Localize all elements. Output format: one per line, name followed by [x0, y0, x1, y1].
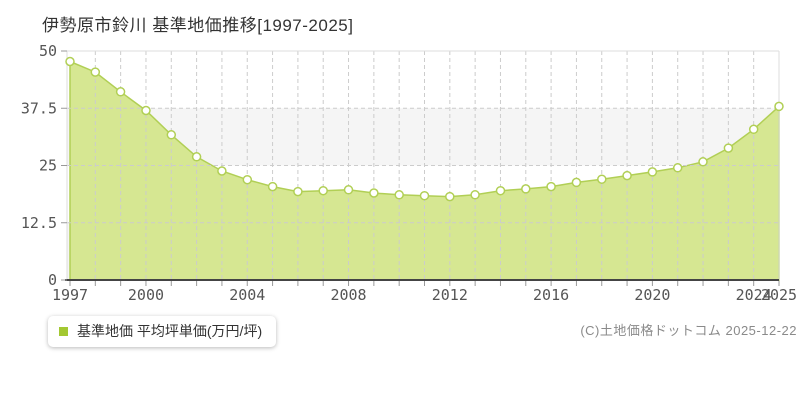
- y-tick-label: 0: [48, 271, 57, 289]
- data-point-2019[interactable]: [622, 170, 632, 181]
- data-point-2001[interactable]: [166, 130, 177, 140]
- y-tick-label: 25: [39, 157, 57, 175]
- data-point-2017[interactable]: [571, 177, 582, 188]
- x-tick-label: 2020: [634, 286, 670, 304]
- area-fill: [69, 60, 780, 281]
- data-point-2011[interactable]: [419, 190, 430, 201]
- data-point-2014[interactable]: [495, 185, 506, 196]
- data-point-2020[interactable]: [647, 167, 658, 177]
- data-point-2021[interactable]: [672, 163, 683, 173]
- x-tick-label: 2000: [128, 286, 164, 304]
- data-point-2012[interactable]: [445, 191, 455, 202]
- data-point-1998[interactable]: [90, 67, 101, 77]
- x-tick-label: 2008: [330, 286, 366, 304]
- y-axis: 0 12.5 25 37.5 50: [21, 42, 67, 289]
- data-point-2008[interactable]: [343, 185, 354, 195]
- chart-legend: 基準地価 平均坪単価(万円/坪): [48, 316, 277, 347]
- data-point-2022[interactable]: [698, 157, 708, 167]
- legend-label: 基準地価 平均坪単価(万円/坪): [77, 323, 263, 339]
- data-point-2009[interactable]: [369, 188, 379, 198]
- data-point-2003[interactable]: [217, 166, 227, 176]
- data-point-2005[interactable]: [267, 181, 278, 192]
- data-point-2025[interactable]: [774, 101, 784, 112]
- data-point-1999[interactable]: [115, 87, 126, 97]
- data-point-2010[interactable]: [394, 190, 404, 200]
- data-point-2007[interactable]: [318, 185, 328, 196]
- x-tick-label: 2024: [736, 286, 772, 304]
- data-point-2018[interactable]: [597, 174, 607, 184]
- data-point-1997[interactable]: [65, 56, 75, 67]
- page-title: 伊勢原市鈴川 基準地価推移[1997-2025]: [42, 16, 354, 35]
- data-point-2013[interactable]: [470, 190, 480, 200]
- data-points: [65, 56, 784, 202]
- x-tick-label: 1997: [52, 286, 88, 304]
- y-tick-label: 12.5: [21, 214, 57, 232]
- data-point-2000[interactable]: [141, 105, 151, 116]
- data-point-2024[interactable]: [748, 124, 759, 135]
- data-point-2006[interactable]: [293, 186, 303, 197]
- x-tick-label: 2004: [229, 286, 265, 304]
- data-point-2002[interactable]: [191, 152, 202, 162]
- data-point-2016[interactable]: [546, 181, 556, 192]
- copyright-text: (C)土地価格ドットコム 2025-12-22: [580, 323, 797, 338]
- y-tick-label: 50: [39, 42, 57, 60]
- y-tick-label: 37.5: [21, 99, 57, 117]
- gridlines: [67, 51, 780, 280]
- x-tick-label: 2012: [432, 286, 468, 304]
- area-series: [69, 60, 780, 281]
- data-point-2023[interactable]: [723, 143, 734, 153]
- legend-swatch-icon: [59, 326, 68, 336]
- x-tick-label: 2016: [533, 286, 569, 304]
- data-point-2004[interactable]: [242, 174, 253, 185]
- x-tick-label: 2025: [761, 286, 797, 304]
- data-point-2015[interactable]: [521, 184, 531, 194]
